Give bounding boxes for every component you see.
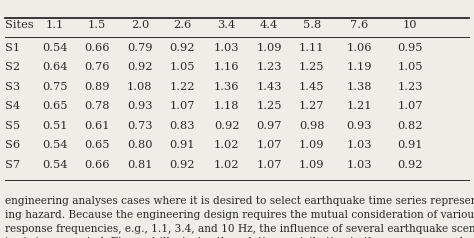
Text: 0.92: 0.92 bbox=[397, 160, 423, 170]
Text: 1.43: 1.43 bbox=[256, 82, 282, 92]
Text: 1.1: 1.1 bbox=[46, 20, 64, 30]
Text: 1.38: 1.38 bbox=[346, 82, 372, 92]
Text: 1.05: 1.05 bbox=[170, 62, 195, 72]
Text: 0.92: 0.92 bbox=[127, 62, 153, 72]
Text: 0.93: 0.93 bbox=[346, 121, 372, 131]
Text: 1.06: 1.06 bbox=[346, 43, 372, 53]
Text: 0.92: 0.92 bbox=[214, 121, 239, 131]
Text: 1.5: 1.5 bbox=[88, 20, 106, 30]
Text: 0.54: 0.54 bbox=[42, 140, 67, 150]
Text: 1.19: 1.19 bbox=[346, 62, 372, 72]
Text: S6: S6 bbox=[5, 140, 20, 150]
Text: 10: 10 bbox=[403, 20, 417, 30]
Text: 0.65: 0.65 bbox=[42, 101, 67, 111]
Text: 0.64: 0.64 bbox=[42, 62, 67, 72]
Text: 1.25: 1.25 bbox=[299, 62, 325, 72]
Text: 1.07: 1.07 bbox=[170, 101, 195, 111]
Text: 1.07: 1.07 bbox=[256, 140, 282, 150]
Text: 0.66: 0.66 bbox=[84, 160, 110, 170]
Text: 0.97: 0.97 bbox=[256, 121, 282, 131]
Text: 1.45: 1.45 bbox=[299, 82, 325, 92]
Text: 1.08: 1.08 bbox=[127, 82, 153, 92]
Text: 4.4: 4.4 bbox=[260, 20, 278, 30]
Text: 0.82: 0.82 bbox=[397, 121, 423, 131]
Text: 1.11: 1.11 bbox=[299, 43, 325, 53]
Text: 1.23: 1.23 bbox=[256, 62, 282, 72]
Text: 0.92: 0.92 bbox=[170, 43, 195, 53]
Text: 0.98: 0.98 bbox=[299, 121, 325, 131]
Text: 1.09: 1.09 bbox=[299, 140, 325, 150]
Text: engineering analyses cases where it is desired to select earthquake time series : engineering analyses cases where it is d… bbox=[5, 196, 474, 238]
Text: 1.03: 1.03 bbox=[346, 140, 372, 150]
Text: 1.16: 1.16 bbox=[214, 62, 239, 72]
Text: 0.95: 0.95 bbox=[397, 43, 423, 53]
Text: S2: S2 bbox=[5, 62, 20, 72]
Text: 0.51: 0.51 bbox=[42, 121, 67, 131]
Text: 1.27: 1.27 bbox=[299, 101, 325, 111]
Text: 1.07: 1.07 bbox=[256, 160, 282, 170]
Text: S1: S1 bbox=[5, 43, 20, 53]
Text: S5: S5 bbox=[5, 121, 20, 131]
Text: 1.03: 1.03 bbox=[346, 160, 372, 170]
Text: 1.25: 1.25 bbox=[256, 101, 282, 111]
Text: 0.78: 0.78 bbox=[84, 101, 110, 111]
Text: 1.02: 1.02 bbox=[214, 160, 239, 170]
Text: 0.92: 0.92 bbox=[170, 160, 195, 170]
Text: 0.91: 0.91 bbox=[397, 140, 423, 150]
Text: 0.61: 0.61 bbox=[84, 121, 110, 131]
Text: 1.09: 1.09 bbox=[256, 43, 282, 53]
Text: 0.91: 0.91 bbox=[170, 140, 195, 150]
Text: 1.22: 1.22 bbox=[170, 82, 195, 92]
Text: 0.89: 0.89 bbox=[84, 82, 110, 92]
Text: 0.93: 0.93 bbox=[127, 101, 153, 111]
Text: 1.21: 1.21 bbox=[346, 101, 372, 111]
Text: 0.83: 0.83 bbox=[170, 121, 195, 131]
Text: 3.4: 3.4 bbox=[218, 20, 236, 30]
Text: 2.0: 2.0 bbox=[131, 20, 149, 30]
Text: 0.66: 0.66 bbox=[84, 43, 110, 53]
Text: S4: S4 bbox=[5, 101, 20, 111]
Text: 0.73: 0.73 bbox=[127, 121, 153, 131]
Text: S3: S3 bbox=[5, 82, 20, 92]
Text: 0.79: 0.79 bbox=[127, 43, 153, 53]
Text: Sites: Sites bbox=[5, 20, 34, 30]
Text: 1.18: 1.18 bbox=[214, 101, 239, 111]
Text: 1.36: 1.36 bbox=[214, 82, 239, 92]
Text: 2.6: 2.6 bbox=[173, 20, 191, 30]
Text: 1.02: 1.02 bbox=[214, 140, 239, 150]
Text: 7.6: 7.6 bbox=[350, 20, 368, 30]
Text: 0.80: 0.80 bbox=[127, 140, 153, 150]
Text: 0.54: 0.54 bbox=[42, 160, 67, 170]
Text: 1.07: 1.07 bbox=[397, 101, 423, 111]
Text: S7: S7 bbox=[5, 160, 20, 170]
Text: 0.76: 0.76 bbox=[84, 62, 110, 72]
Text: 0.54: 0.54 bbox=[42, 43, 67, 53]
Text: 0.81: 0.81 bbox=[127, 160, 153, 170]
Text: 1.09: 1.09 bbox=[299, 160, 325, 170]
Text: 1.05: 1.05 bbox=[397, 62, 423, 72]
Text: 0.75: 0.75 bbox=[42, 82, 67, 92]
Text: 0.65: 0.65 bbox=[84, 140, 110, 150]
Text: 1.23: 1.23 bbox=[397, 82, 423, 92]
Text: 1.03: 1.03 bbox=[214, 43, 239, 53]
Text: 5.8: 5.8 bbox=[303, 20, 321, 30]
